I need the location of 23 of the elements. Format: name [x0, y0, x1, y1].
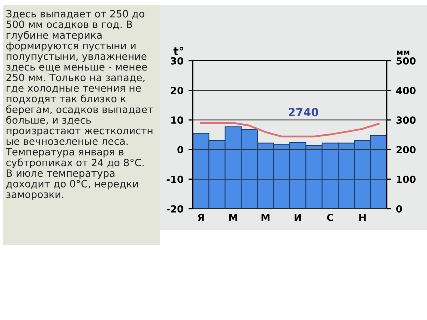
y2-axis-title: мм — [397, 50, 410, 56]
line-series — [200, 122, 380, 138]
y2-tick-label: 300 — [396, 116, 416, 124]
y-tick-label: 0 — [178, 146, 184, 154]
y-tick-label: -10 — [166, 176, 184, 184]
y-tick-label: -20 — [166, 205, 184, 213]
annotation: 2740 — [288, 108, 319, 117]
x-tick-label: Н — [360, 214, 366, 222]
y2-tick-label: 500 — [396, 57, 416, 65]
y-tick-label: 30 — [171, 57, 184, 65]
x-tick-label: С — [327, 214, 334, 222]
y2-tick-label: 200 — [396, 146, 416, 154]
x-tick-label: Я — [198, 214, 204, 222]
x-tick-label: М — [229, 214, 238, 222]
y2-tick-label: 0 — [396, 205, 402, 213]
x-tick-label: И — [294, 214, 302, 222]
y2-tick-label: 400 — [396, 87, 416, 94]
x-tick-label: М — [262, 214, 270, 222]
y-tick-label: 10 — [172, 116, 184, 124]
y-axis-title: t° — [174, 47, 184, 56]
y2-tick-label: 100 — [397, 176, 416, 184]
text: Здесь выпадает от 250 до 500 мм осадков в год. В глубине материка формируются пустыни и полупустыни, увлажнение здесь еще меньше - менее 250 мм. Только на западе, где холодные течения не подходят так близко к берегам, осадков выпадает больше, и здесь произрастают жестколистн ые вечнозеленые леса. Температура января в субтропиках от 24 до 8°С. В июле температура доходит до 0°С, нередки заморозки. — [6, 10, 154, 200]
y-tick-label: 20 — [171, 87, 184, 94]
